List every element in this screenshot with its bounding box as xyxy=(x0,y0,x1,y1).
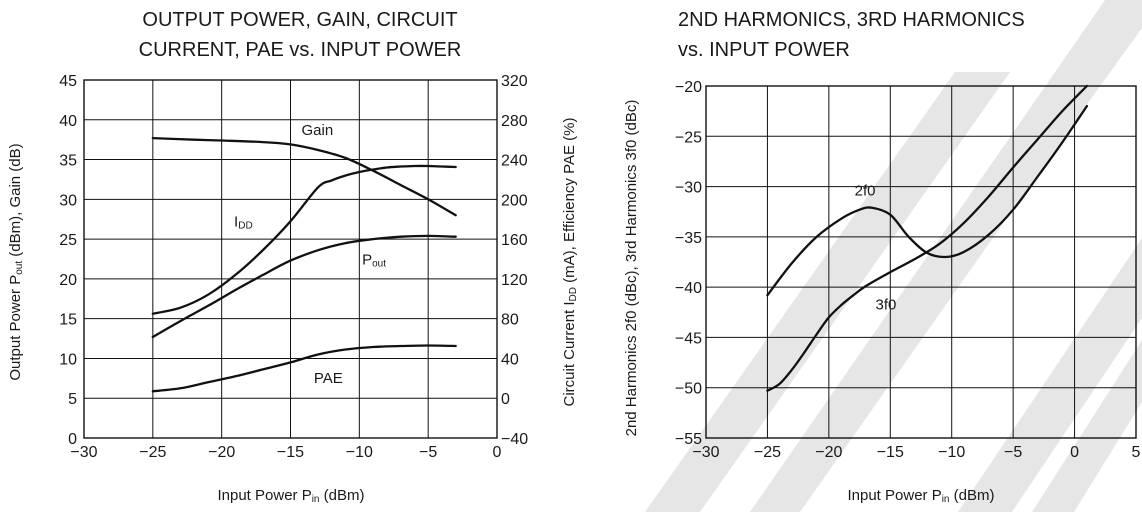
chart-left-ytick-label: 45 xyxy=(59,73,77,90)
chart-left-series-pae-line xyxy=(151,344,457,393)
watermark xyxy=(645,0,1142,512)
chart-left-y2tick-label: 280 xyxy=(501,113,528,130)
chart-left-y2tick-label: 320 xyxy=(501,73,528,90)
chart-left-y2tick-label: 80 xyxy=(501,312,519,329)
chart-right-annotations: 2f0 3f0 xyxy=(855,183,897,314)
chart-left-y2tick-label: 120 xyxy=(501,272,528,289)
chart-right-xtick-label: −5 xyxy=(1004,444,1022,461)
chart-right-label-2f0: 2f0 xyxy=(855,183,876,200)
chart-left-series-pout-line xyxy=(151,234,457,339)
chart-left-label-gain: Gain xyxy=(302,122,334,139)
chart-left-xtick-label: −25 xyxy=(139,444,166,461)
chart-left-y2tick-label: 200 xyxy=(501,192,528,209)
chart-right-ytick-label: −40 xyxy=(675,280,702,297)
chart-right-plot-frame xyxy=(705,85,1137,439)
chart-left-label-pae: PAE xyxy=(314,370,343,387)
chart-left-series xyxy=(151,136,457,393)
chart-right-xtick-label: −30 xyxy=(692,444,719,461)
watermark-stroke-2 xyxy=(958,238,1142,512)
chart-power-gain-current-pae: OUTPUT POWER, GAIN, CIRCUIT CURRENT, PAE… xyxy=(7,9,579,505)
chart-right-ytick-label: −55 xyxy=(675,431,702,448)
chart-left-xtick-label: 0 xyxy=(493,444,502,461)
chart-left-xtick-label: −20 xyxy=(208,444,235,461)
chart-left-y2tick-label: 40 xyxy=(501,351,519,368)
chart-right-grid xyxy=(705,85,1137,439)
chart-left-y2tick-label: −40 xyxy=(501,431,528,448)
chart-left-ytick-label: 40 xyxy=(59,113,77,130)
chart-left-plot-frame xyxy=(83,79,498,439)
chart-right-xtick-label: −15 xyxy=(877,444,904,461)
chart-left-ytick-label: 20 xyxy=(59,272,77,289)
chart-right-x-axis-label: Input Power Pin (dBm) xyxy=(847,487,994,505)
chart-right-ytick-label: −35 xyxy=(675,230,702,247)
chart-left-title-line-2: CURRENT, PAE vs. INPUT POWER xyxy=(139,39,462,61)
chart-left-ytick-label: 35 xyxy=(59,153,77,170)
chart-left-y2-axis-label: Circuit Current IDD (mA), Efficiency PAE… xyxy=(561,118,579,407)
chart-left-xtick-label: −10 xyxy=(346,444,373,461)
chart-left-series-gain-line xyxy=(151,136,457,217)
chart-right-xtick-label: 0 xyxy=(1070,444,1079,461)
chart-right-title-line-1: 2ND HARMONICS, 3RD HARMONICS xyxy=(678,9,1025,31)
chart-right-y-axis-label: 2nd Harmonics 2f0 (dBc), 3rd Harmonics 3… xyxy=(623,100,640,437)
chart-left-tick-labels: −30 −25 −20 −15 −10 −5 0051015202530354045−400… xyxy=(59,73,528,461)
chart-right-series xyxy=(766,84,1089,392)
chart-right-xtick-label: −10 xyxy=(938,444,965,461)
chart-right-series-3f0-line xyxy=(766,84,1089,392)
chart-right-xtick-label: −25 xyxy=(754,444,781,461)
chart-left-label-idd: IDD xyxy=(234,213,253,231)
chart-right-ytick-label: −25 xyxy=(675,129,702,146)
chart-left-xtick-label: −5 xyxy=(419,444,437,461)
chart-right-label-3f0: 3f0 xyxy=(876,296,897,313)
chart-left-xtick-label: −15 xyxy=(277,444,304,461)
chart-right-ytick-label: −30 xyxy=(675,180,702,197)
chart-right-title-line-2: vs. INPUT POWER xyxy=(678,39,850,61)
chart-left-series-idd-line xyxy=(151,164,457,315)
chart-left-label-pout: Pout xyxy=(362,252,386,270)
chart-left-x-axis-label: Input Power Pin (dBm) xyxy=(217,487,364,505)
chart-left-ytick-label: 5 xyxy=(68,391,77,408)
chart-right-xtick-label: −20 xyxy=(815,444,842,461)
chart-left-ytick-label: 15 xyxy=(59,312,77,329)
chart-left-ytick-label: 0 xyxy=(68,431,77,448)
chart-left-y2tick-label: 0 xyxy=(501,391,510,408)
chart-right-ytick-label: −20 xyxy=(675,79,702,96)
chart-left-xtick-label: −30 xyxy=(70,444,97,461)
chart-left-ytick-label: 30 xyxy=(59,192,77,209)
chart-left-y-axis-label: Output Power Pout (dBm), Gain (dB) xyxy=(7,143,25,380)
chart-left-y2tick-label: 240 xyxy=(501,153,528,170)
watermark-stroke-1 xyxy=(645,72,1010,512)
chart-left-y2tick-label: 160 xyxy=(501,232,528,249)
watermark-stroke-3 xyxy=(1032,340,1142,512)
chart-right-tick-labels: −30 −25 −20 −15 −10 −5 0 5−55−50−45−40−35−30−25… xyxy=(675,79,1141,461)
chart-right-series-2f0-line xyxy=(766,104,1089,297)
chart-left-grid xyxy=(83,79,498,439)
chart-left-title-line-1: OUTPUT POWER, GAIN, CIRCUIT xyxy=(142,9,457,31)
chart-harmonics: 2ND HARMONICS, 3RD HARMONICS vs. INPUT P… xyxy=(623,9,1141,505)
chart-left-ytick-label: 25 xyxy=(59,232,77,249)
chart-right-ytick-label: −50 xyxy=(675,381,702,398)
chart-right-ytick-label: −45 xyxy=(675,330,702,347)
chart-left-annotations: Gain IDD Pout PAE xyxy=(234,122,386,387)
chart-left-ytick-label: 10 xyxy=(59,351,77,368)
chart-right-xtick-label: 5 xyxy=(1132,444,1141,461)
